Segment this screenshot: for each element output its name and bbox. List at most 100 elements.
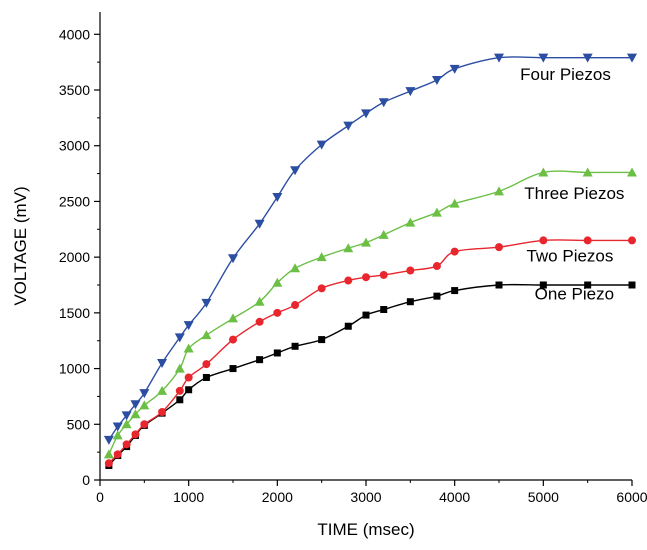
data-point [343, 121, 354, 131]
data-point [628, 281, 636, 289]
y-tick-label: 500 [67, 416, 91, 432]
data-point [362, 311, 370, 319]
data-point [140, 420, 149, 429]
data-point [380, 306, 388, 314]
data-point [272, 192, 283, 202]
data-point [254, 296, 265, 306]
data-point [158, 408, 167, 417]
data-point [139, 400, 150, 410]
x-tick-label: 2000 [262, 489, 293, 505]
data-point [184, 373, 193, 382]
data-point [254, 219, 265, 229]
y-tick-label: 4000 [59, 26, 90, 42]
y-tick-label: 2500 [59, 193, 90, 209]
data-point [157, 359, 168, 368]
data-point [112, 430, 123, 440]
data-point [584, 281, 592, 289]
data-point [406, 298, 414, 306]
data-point [290, 263, 301, 273]
series-four-piezos [103, 53, 637, 445]
x-tick-label: 4000 [439, 489, 470, 505]
data-point [176, 396, 184, 404]
data-point [139, 389, 150, 399]
data-point [495, 243, 503, 252]
data-point [272, 277, 283, 287]
data-point [318, 336, 326, 344]
data-point [449, 198, 460, 208]
series-two-piezos [104, 236, 636, 468]
data-point [627, 167, 637, 177]
data-point [405, 217, 416, 227]
axes: 0 1000 2000 3000 4000 5000 6000 0 500 1000 1500 200… [59, 12, 647, 505]
x-axis-title: TIME (msec) [317, 520, 414, 539]
y-tick-label: 1000 [59, 361, 90, 377]
data-point [255, 317, 264, 326]
y-tick-label: 2000 [59, 249, 90, 265]
data-point [121, 419, 132, 429]
data-point [174, 333, 185, 343]
data-point [229, 335, 237, 344]
data-point [344, 276, 353, 285]
series-label-three-piezos: Three Piezos [524, 184, 624, 203]
data-point [130, 409, 141, 419]
data-point [582, 167, 593, 177]
data-point [316, 140, 327, 150]
data-point [449, 64, 460, 74]
data-point [538, 53, 549, 63]
series-label-four-piezos: Four Piezos [520, 65, 611, 84]
series-one-piezo [105, 281, 636, 470]
data-point [229, 365, 237, 373]
x-tick-label: 5000 [528, 489, 559, 505]
series-label-one-piezo: One Piezo [535, 284, 614, 303]
y-tick-label: 0 [82, 472, 90, 488]
data-point [104, 459, 113, 468]
data-point [431, 207, 442, 217]
x-tick-label: 0 [96, 489, 104, 505]
data-point [361, 237, 371, 247]
data-point [183, 343, 194, 353]
data-point [451, 287, 459, 295]
series-label-two-piezos: Two Piezos [526, 247, 613, 266]
data-point [628, 236, 636, 245]
data-point [103, 449, 114, 459]
y-axis-title: VOLTAGE (mV) [11, 186, 30, 305]
x-tick-label: 6000 [616, 489, 647, 505]
data-point [256, 356, 264, 364]
data-point [121, 411, 132, 421]
data-point [494, 186, 504, 196]
data-point [431, 75, 442, 85]
y-tick-label: 1500 [59, 305, 90, 321]
data-point [538, 167, 549, 177]
data-point [103, 435, 114, 445]
data-point [433, 292, 441, 300]
series-layer [103, 53, 637, 470]
data-point [362, 273, 370, 282]
data-point [113, 450, 122, 459]
data-point [317, 284, 326, 293]
data-point [202, 360, 211, 369]
data-point [539, 281, 547, 289]
data-point [131, 430, 140, 439]
data-point [627, 53, 637, 63]
data-point [228, 313, 238, 323]
y-tick-label: 3500 [59, 82, 90, 98]
data-point [343, 243, 354, 253]
x-tick-label: 1000 [173, 489, 204, 505]
data-point [495, 281, 503, 289]
data-point [539, 236, 548, 245]
data-point [157, 385, 168, 395]
data-point [291, 301, 300, 310]
data-point [174, 363, 185, 373]
data-point [185, 386, 193, 394]
data-point [201, 330, 212, 340]
data-point [583, 236, 592, 245]
data-point [202, 373, 210, 381]
data-point [201, 298, 212, 308]
data-point [344, 322, 352, 330]
data-point [273, 349, 281, 357]
data-point [183, 321, 194, 331]
data-point [290, 166, 301, 176]
data-point [379, 270, 388, 279]
data-point [361, 109, 371, 119]
data-point [406, 266, 415, 275]
